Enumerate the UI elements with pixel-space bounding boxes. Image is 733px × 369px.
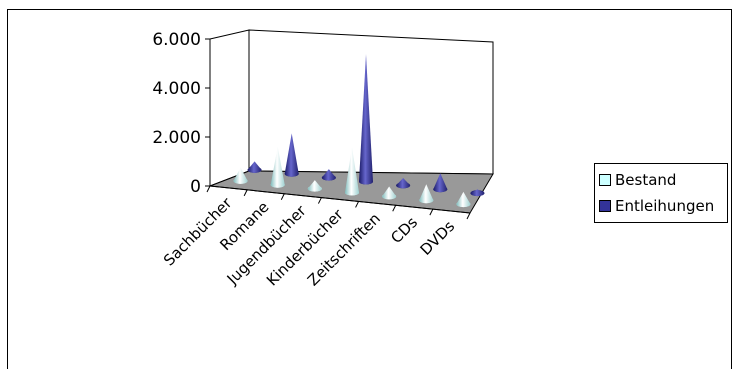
cone-entleihungen: [470, 189, 485, 197]
chart-frame: [7, 9, 732, 369]
x-tick-mark: [355, 201, 360, 208]
cone-bestand: [233, 167, 248, 184]
cone-entleihungen: [396, 178, 411, 189]
side-wall: [209, 29, 250, 187]
cone-entleihungen: [247, 161, 262, 173]
x-tick-mark: [317, 197, 322, 204]
category-label: CDs: [387, 213, 421, 247]
legend-item-entleihungen: Entleihungen: [599, 193, 723, 219]
legend-label-bestand: Bestand: [615, 171, 677, 189]
legend-swatch-bestand: [599, 174, 611, 186]
cone-entleihungen: [284, 133, 299, 177]
cone-bestand: [382, 186, 397, 200]
y-tick-label: 4.000: [152, 79, 201, 99]
category-label: DVDs: [417, 217, 459, 259]
cone-bestand: [419, 184, 434, 204]
x-axis: [209, 185, 471, 214]
x-tick-mark: [429, 208, 434, 216]
legend-item-bestand: Bestand: [599, 167, 723, 193]
cone-bestand: [270, 146, 285, 188]
x-tick-mark: [280, 193, 285, 200]
y-tick-label: 6.000: [152, 30, 201, 50]
cone-bestand: [307, 180, 322, 192]
cone-entleihungen: [359, 54, 373, 185]
x-tick-mark: [466, 212, 471, 220]
legend-swatch-entleihungen: [599, 200, 611, 212]
cone-entleihungen: [433, 173, 448, 193]
x-tick-mark: [243, 189, 248, 197]
x-tick-mark: [206, 185, 211, 193]
y-tick-label: 2.000: [152, 128, 201, 148]
y-tick-label: 0: [190, 177, 201, 197]
legend: Bestand Entleihungen: [594, 163, 728, 223]
x-tick-mark: [392, 205, 397, 212]
category-label: Zeitschriften: [304, 209, 384, 289]
cone-bestand: [345, 147, 359, 196]
cone-bestand: [456, 191, 471, 208]
legend-label-entleihungen: Entleihungen: [615, 197, 715, 215]
category-label: Sachbücher: [160, 193, 236, 269]
cone-entleihungen: [321, 169, 336, 181]
